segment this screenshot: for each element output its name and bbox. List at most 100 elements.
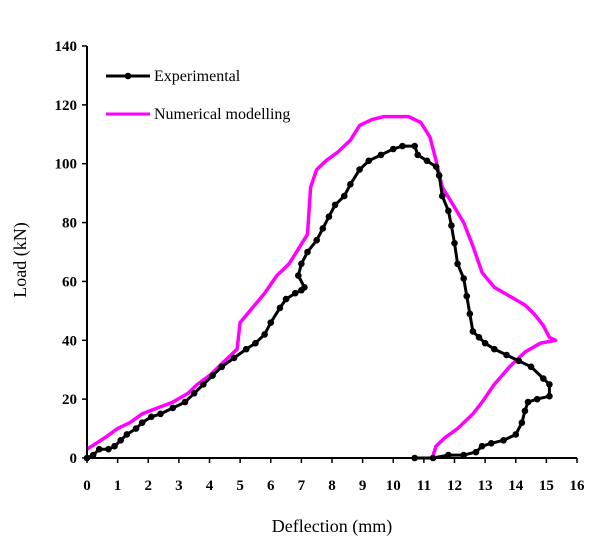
- data-point-experimental: [291, 289, 299, 297]
- data-point-experimental: [521, 407, 529, 415]
- data-point-experimental: [540, 375, 547, 382]
- x-tick-label: 10: [386, 478, 401, 494]
- data-point-experimental: [89, 451, 97, 459]
- x-tick-label: 12: [447, 478, 462, 494]
- data-point-experimental: [132, 425, 140, 432]
- data-point-experimental: [512, 431, 520, 438]
- data-point-experimental: [298, 260, 305, 268]
- x-tick-label: 3: [175, 478, 183, 494]
- data-point-experimental: [475, 334, 483, 341]
- data-point-experimental: [546, 381, 553, 388]
- data-point-experimental: [111, 442, 118, 450]
- x-axis-title: Deflection (mm): [272, 516, 392, 537]
- x-tick-label: 16: [570, 478, 586, 494]
- y-tick-label: 60: [62, 274, 77, 290]
- series-line-experimental: [86, 144, 551, 460]
- data-point-experimental: [157, 410, 164, 418]
- x-tick-label: 4: [206, 478, 214, 494]
- data-point-experimental: [325, 213, 333, 220]
- data-point-experimental: [451, 239, 458, 247]
- series-line-numerical-modelling: [86, 114, 558, 456]
- data-point-experimental: [190, 389, 198, 397]
- data-point-experimental: [295, 272, 302, 279]
- data-point-experimental: [527, 363, 535, 371]
- data-point-experimental: [117, 437, 124, 444]
- data-point-experimental: [301, 284, 308, 291]
- data-point-experimental: [282, 295, 290, 303]
- data-point-experimental: [209, 372, 216, 379]
- data-point-experimental: [466, 310, 474, 318]
- x-tick-label: 6: [267, 478, 275, 494]
- x-tick-label: 9: [359, 478, 367, 494]
- data-point-experimental: [356, 166, 363, 173]
- y-tick-label: 100: [55, 157, 78, 173]
- data-point-experimental: [319, 225, 327, 232]
- data-point-experimental: [518, 419, 526, 426]
- data-point-experimental: [105, 445, 112, 453]
- data-point-experimental: [331, 201, 339, 209]
- x-tick-label: 2: [145, 478, 153, 494]
- data-point-experimental: [487, 439, 495, 447]
- x-tick-label: 5: [236, 478, 244, 494]
- data-point-experimental: [169, 404, 177, 412]
- data-point-experimental: [276, 304, 284, 312]
- y-tick-label: 20: [62, 392, 77, 408]
- data-point-experimental: [340, 192, 348, 200]
- ticks: 0 1 2 3 4 5 6 7 8 9 10 11 12 13 14 15 160204060801001201…: [55, 39, 586, 494]
- data-point-experimental: [313, 236, 320, 244]
- data-point-experimental: [463, 292, 471, 300]
- data-point-experimental: [478, 442, 486, 450]
- legend-label-experimental: Experimental: [154, 68, 241, 85]
- data-point-experimental: [524, 398, 532, 406]
- data-point-experimental: [377, 151, 385, 159]
- y-tick-label: 140: [55, 39, 78, 55]
- data-point-experimental: [533, 395, 541, 403]
- y-tick-label: 0: [70, 451, 78, 467]
- data-point-experimental: [515, 357, 523, 365]
- data-point-experimental: [460, 275, 467, 282]
- x-tick-label: 11: [417, 478, 431, 494]
- data-point-experimental: [389, 145, 397, 153]
- legend-label-numerical-modelling: Numerical modelling: [154, 106, 290, 123]
- plot-area: [83, 114, 558, 462]
- x-tick-label: 1: [114, 478, 122, 494]
- data-point-experimental: [414, 151, 422, 159]
- legend-marker-experimental: [124, 72, 132, 80]
- data-point-experimental: [546, 392, 553, 400]
- x-tick-label: 15: [539, 478, 554, 494]
- data-point-experimental: [491, 345, 498, 353]
- y-tick-label: 40: [62, 333, 77, 349]
- data-point-experimental: [481, 339, 489, 347]
- data-point-experimental: [123, 431, 131, 438]
- data-point-experimental: [261, 331, 268, 338]
- data-point-experimental: [438, 192, 446, 200]
- data-point-experimental: [148, 413, 155, 421]
- data-point-experimental: [411, 142, 418, 150]
- data-point-experimental: [200, 381, 207, 388]
- data-point-experimental: [460, 451, 467, 459]
- x-tick-label: 13: [478, 478, 493, 494]
- data-point-experimental: [267, 319, 275, 326]
- data-point-experimental: [230, 354, 238, 362]
- data-point-experimental: [472, 448, 480, 456]
- data-point-experimental: [95, 445, 103, 453]
- data-point-experimental: [304, 248, 311, 256]
- data-point-experimental: [347, 181, 354, 188]
- y-tick-label: 120: [55, 98, 78, 114]
- data-point-experimental: [454, 260, 461, 268]
- data-point-experimental: [181, 398, 189, 406]
- data-point-experimental: [138, 419, 146, 426]
- data-point-experimental: [469, 328, 477, 335]
- y-tick-label: 80: [62, 216, 77, 232]
- data-point-experimental: [423, 157, 431, 165]
- data-point-experimental: [503, 351, 510, 359]
- y-axis-title: Load (kN): [10, 222, 31, 297]
- data-point-experimental: [500, 437, 507, 444]
- data-point-experimental: [242, 345, 250, 353]
- x-tick-label: 14: [508, 478, 524, 494]
- data-point-experimental: [252, 339, 259, 347]
- data-point-experimental: [432, 163, 440, 170]
- data-point-experimental: [445, 451, 452, 459]
- data-point-experimental: [218, 363, 226, 371]
- data-point-experimental: [445, 207, 452, 215]
